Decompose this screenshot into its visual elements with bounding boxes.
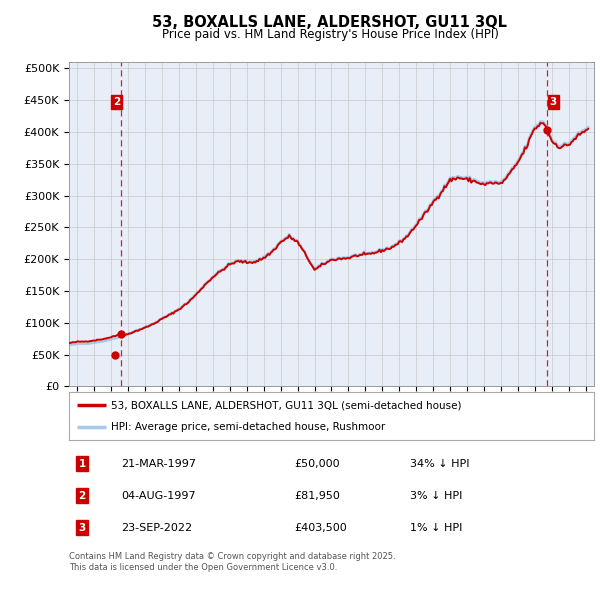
Text: Price paid vs. HM Land Registry's House Price Index (HPI): Price paid vs. HM Land Registry's House …	[161, 28, 499, 41]
Text: 04-AUG-1997: 04-AUG-1997	[121, 491, 196, 500]
Text: £50,000: £50,000	[295, 458, 340, 468]
Text: 3: 3	[550, 97, 557, 107]
Text: 1: 1	[79, 458, 86, 468]
Text: 2: 2	[113, 97, 121, 107]
Text: 3: 3	[79, 523, 86, 533]
Text: 1% ↓ HPI: 1% ↓ HPI	[410, 523, 463, 533]
Text: 21-MAR-1997: 21-MAR-1997	[121, 458, 197, 468]
Text: 34% ↓ HPI: 34% ↓ HPI	[410, 458, 470, 468]
Text: HPI: Average price, semi-detached house, Rushmoor: HPI: Average price, semi-detached house,…	[111, 422, 385, 432]
Text: £403,500: £403,500	[295, 523, 347, 533]
Text: 2: 2	[79, 491, 86, 500]
Text: £81,950: £81,950	[295, 491, 341, 500]
Text: 53, BOXALLS LANE, ALDERSHOT, GU11 3QL (semi-detached house): 53, BOXALLS LANE, ALDERSHOT, GU11 3QL (s…	[111, 400, 461, 410]
Text: 23-SEP-2022: 23-SEP-2022	[121, 523, 193, 533]
Text: Contains HM Land Registry data © Crown copyright and database right 2025.
This d: Contains HM Land Registry data © Crown c…	[69, 552, 395, 572]
Text: 3% ↓ HPI: 3% ↓ HPI	[410, 491, 463, 500]
Text: 53, BOXALLS LANE, ALDERSHOT, GU11 3QL: 53, BOXALLS LANE, ALDERSHOT, GU11 3QL	[152, 15, 508, 30]
